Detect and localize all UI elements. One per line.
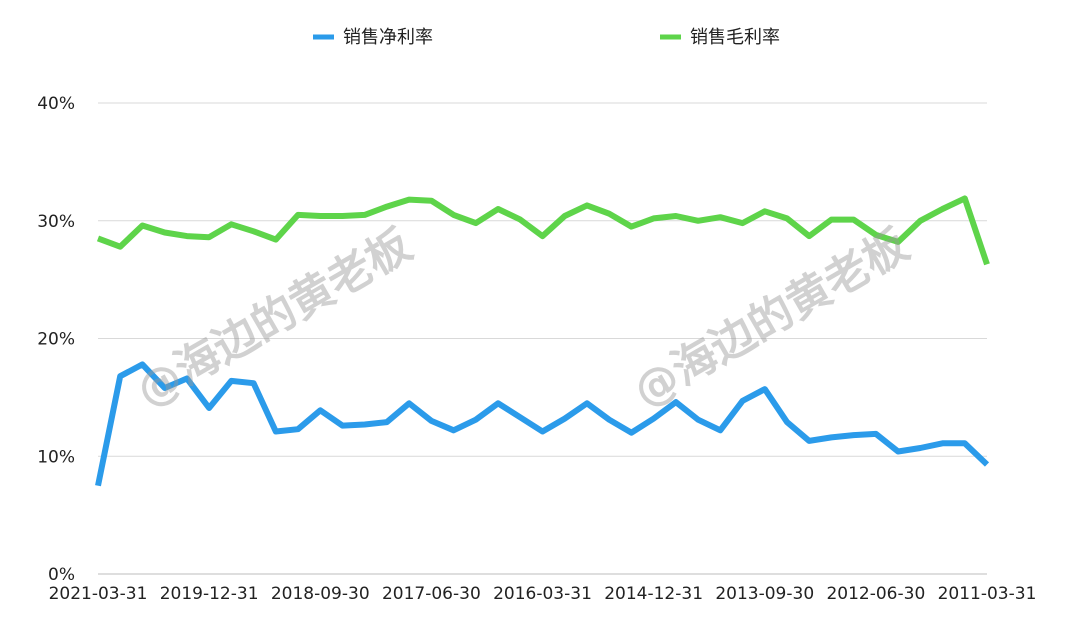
x-tick-label: 2019-12-31: [160, 584, 259, 604]
x-tick-label: 2017-06-30: [382, 584, 481, 604]
y-tick-label: 20%: [37, 330, 75, 350]
watermark-layer: @海边的黄老板 @海边的黄老板: [128, 219, 917, 417]
legend: 销售净利率 销售毛利率: [313, 27, 780, 48]
x-tick-label: 2021-03-31: [49, 584, 148, 604]
legend-label: 销售毛利率: [690, 27, 780, 48]
x-tick-label: 2014-12-31: [604, 584, 703, 604]
watermark-left: @海边的黄老板: [128, 219, 420, 417]
watermark-right: @海边的黄老板: [625, 219, 917, 417]
x-tick-label: 2016-03-31: [493, 584, 592, 604]
series-layer: [95, 195, 990, 487]
x-tick-label: 2011-03-31: [938, 584, 1037, 604]
y-tick-label: 40%: [37, 94, 75, 114]
y-tick-label: 30%: [37, 212, 75, 232]
legend-label: 销售净利率: [343, 27, 433, 48]
y-axis: 0% 10% 20% 30% 40%: [37, 94, 75, 585]
x-axis: 2021-03-31 2019-12-31 2018-09-30 2017-06-30…: [49, 584, 1037, 604]
y-tick-label: 0%: [48, 565, 75, 585]
x-tick-label: 2013-09-30: [715, 584, 814, 604]
y-tick-label: 10%: [37, 447, 75, 467]
series-line-2: [96, 195, 990, 266]
series-line-1: [95, 361, 990, 487]
x-tick-label: 2018-09-30: [271, 584, 370, 604]
x-tick-label: 2012-06-30: [826, 584, 925, 604]
grid: [98, 102, 987, 575]
